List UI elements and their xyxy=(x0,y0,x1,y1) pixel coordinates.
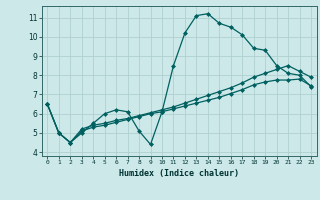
X-axis label: Humidex (Indice chaleur): Humidex (Indice chaleur) xyxy=(119,169,239,178)
